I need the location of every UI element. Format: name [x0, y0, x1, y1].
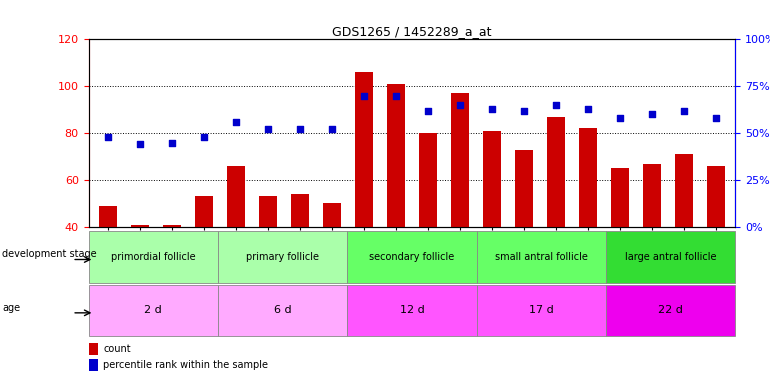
Bar [89, 343, 98, 355]
Bar [347, 231, 477, 283]
Bar [89, 285, 218, 336]
Point [134, 141, 146, 147]
Point [326, 126, 338, 132]
Point [518, 108, 531, 114]
Bar [347, 285, 477, 336]
Point [293, 126, 306, 132]
Point [166, 140, 178, 146]
Bar [643, 164, 661, 321]
Point [102, 134, 114, 140]
Text: 2 d: 2 d [144, 305, 162, 315]
Point [422, 108, 434, 114]
Point [262, 126, 274, 132]
Point [198, 134, 210, 140]
Text: small antral follicle: small antral follicle [495, 252, 588, 262]
Point [710, 115, 722, 121]
Text: 17 d: 17 d [529, 305, 554, 315]
Bar [547, 117, 565, 321]
Bar [355, 72, 373, 321]
Text: 12 d: 12 d [400, 305, 424, 315]
Title: GDS1265 / 1452289_a_at: GDS1265 / 1452289_a_at [332, 25, 492, 38]
Bar [218, 285, 347, 336]
Point [358, 93, 370, 99]
Bar [99, 206, 116, 321]
Text: secondary follicle: secondary follicle [370, 252, 454, 262]
Bar [675, 154, 693, 321]
Bar [579, 128, 597, 321]
Bar [291, 194, 309, 321]
Text: 22 d: 22 d [658, 305, 683, 315]
Point [614, 115, 626, 121]
Bar [131, 225, 149, 321]
Bar [163, 225, 181, 321]
Text: primary follicle: primary follicle [246, 252, 319, 262]
Bar [323, 203, 340, 321]
Bar [89, 359, 98, 371]
Bar [259, 196, 276, 321]
Point [486, 106, 498, 112]
Bar [451, 93, 469, 321]
Point [229, 119, 242, 125]
Text: development stage: development stage [2, 249, 96, 259]
Bar [195, 196, 213, 321]
Text: percentile rank within the sample: percentile rank within the sample [103, 360, 269, 370]
Bar [477, 285, 606, 336]
Bar [89, 231, 218, 283]
Text: large antral follicle: large antral follicle [625, 252, 716, 262]
Bar [611, 168, 629, 321]
Bar [227, 166, 245, 321]
Bar [708, 166, 725, 321]
Bar [218, 231, 347, 283]
Bar [515, 150, 533, 321]
Point [454, 102, 466, 108]
Bar [477, 231, 606, 283]
Text: 6 d: 6 d [274, 305, 291, 315]
Bar [484, 131, 500, 321]
Text: primordial follicle: primordial follicle [111, 252, 196, 262]
Bar [606, 231, 735, 283]
Bar [387, 84, 405, 321]
Point [390, 93, 402, 99]
Point [582, 106, 594, 112]
Bar [419, 133, 437, 321]
Point [678, 108, 690, 114]
Text: count: count [103, 344, 131, 354]
Point [646, 111, 658, 117]
Bar [606, 285, 735, 336]
Text: age: age [2, 303, 20, 313]
Point [550, 102, 562, 108]
